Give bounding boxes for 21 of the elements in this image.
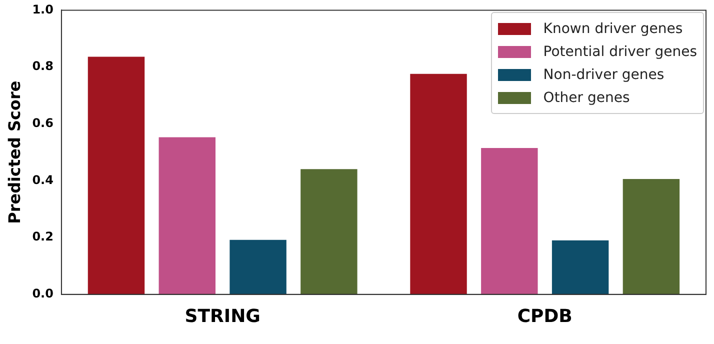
bar [552, 240, 609, 294]
y-tick-label: 0.8 [32, 59, 54, 74]
legend-label: Non-driver genes [543, 66, 664, 82]
y-axis-title: Predicted Score [4, 80, 24, 224]
bar [622, 179, 680, 294]
bar [158, 137, 216, 294]
bar [230, 240, 286, 294]
y-tick-label: 0.4 [32, 172, 54, 187]
bar [481, 148, 538, 294]
bar [88, 56, 145, 294]
legend-label: Other genes [543, 90, 630, 106]
y-tick-label: 0.0 [32, 286, 54, 301]
bar [410, 74, 467, 294]
bar [300, 169, 358, 294]
legend-label: Known driver genes [543, 20, 683, 36]
y-tick-label: 0.6 [32, 116, 54, 130]
y-tick-label: 1.0 [32, 2, 54, 16]
x-tick-label: CPDB [517, 306, 572, 327]
y-tick-label: 0.2 [32, 230, 54, 244]
legend-label: Potential driver genes [543, 44, 697, 60]
x-tick-label: STRING [184, 306, 260, 327]
